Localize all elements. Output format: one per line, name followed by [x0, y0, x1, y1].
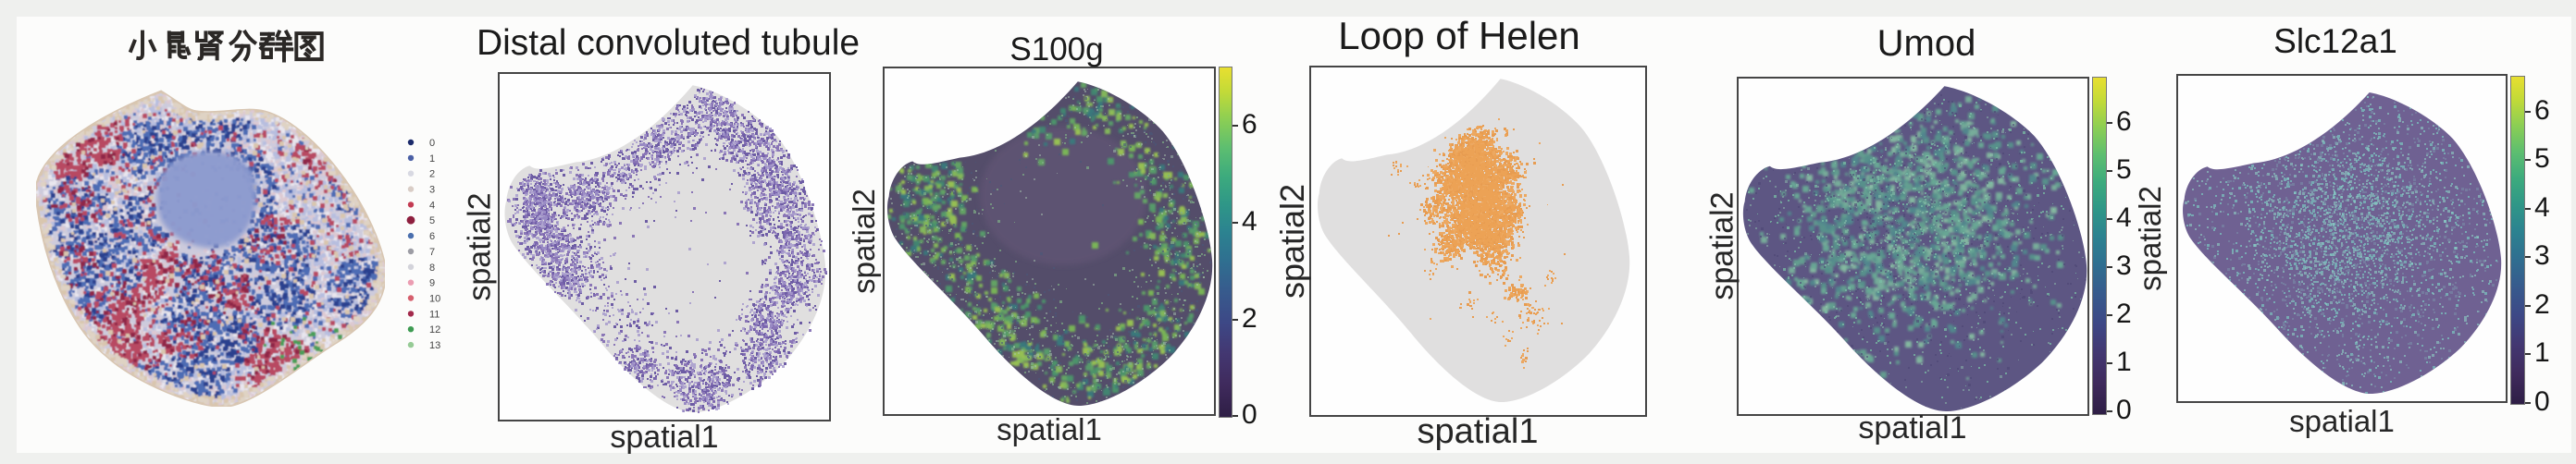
svg-text:1: 1 — [429, 153, 435, 165]
svg-text:6: 6 — [429, 231, 435, 242]
svg-text:13: 13 — [429, 340, 440, 351]
svg-text:12: 12 — [429, 324, 440, 336]
svg-text:0: 0 — [429, 138, 435, 149]
svg-text:5: 5 — [429, 215, 435, 226]
svg-text:4: 4 — [429, 200, 435, 211]
svg-text:9: 9 — [429, 278, 435, 289]
svg-text:3: 3 — [429, 185, 435, 196]
svg-text:10: 10 — [429, 294, 440, 305]
svg-text:11: 11 — [429, 309, 440, 320]
svg-text:2: 2 — [429, 169, 435, 180]
svg-text:7: 7 — [429, 247, 435, 258]
svg-text:8: 8 — [429, 263, 435, 274]
